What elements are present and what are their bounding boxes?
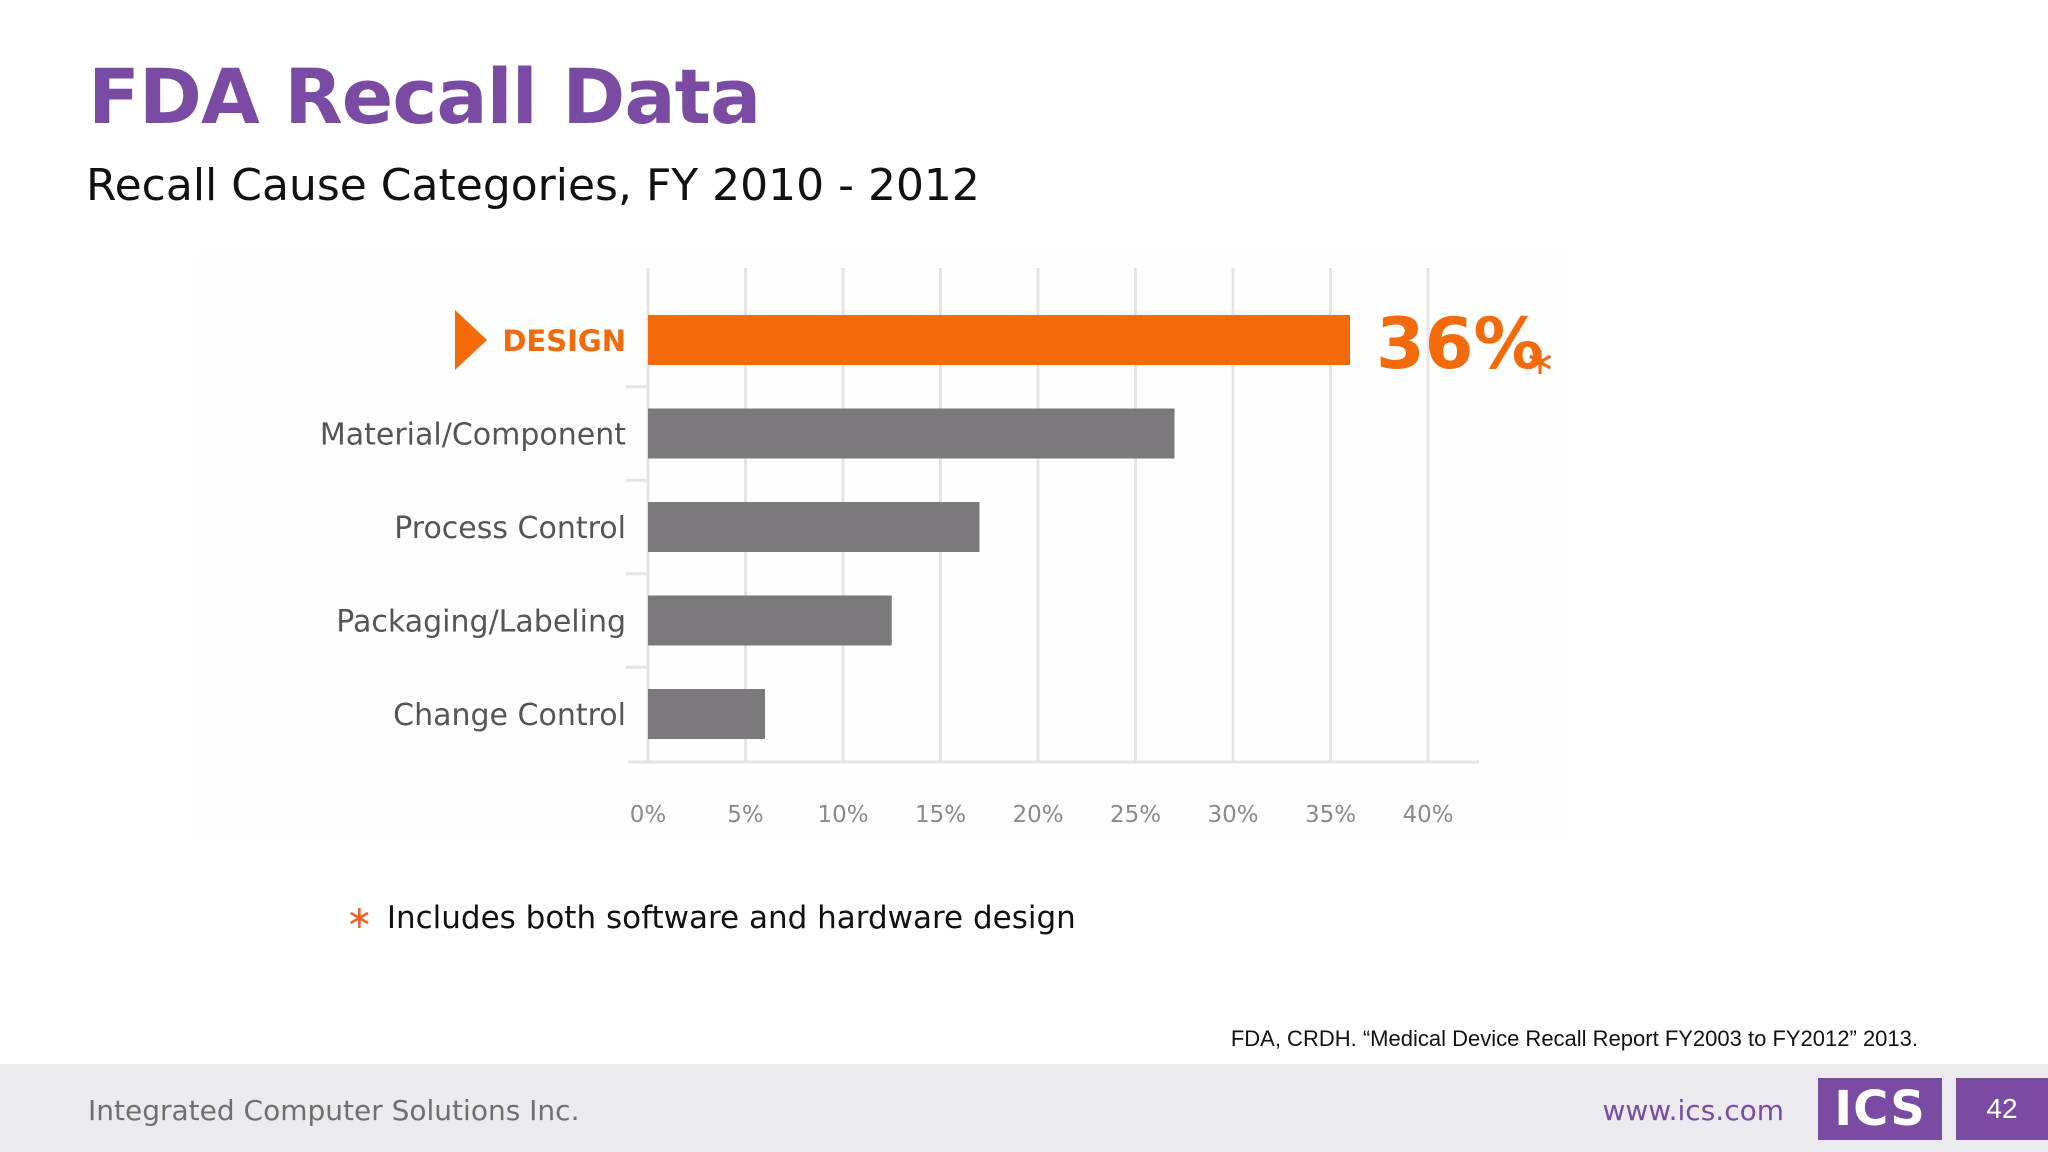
category-label: Material/Component: [320, 418, 626, 453]
bar: [648, 689, 765, 739]
design-value-label: 36%: [1376, 303, 1544, 385]
footnote-text: Includes both software and hardware desi…: [386, 900, 1076, 936]
design-asterisk-icon: ∗: [1524, 339, 1556, 383]
category-label: Packaging/Labeling: [336, 605, 626, 640]
slide-subtitle: Recall Cause Categories, FY 2010 - 2012: [86, 160, 980, 211]
category-label-design: DESIGN: [502, 324, 626, 358]
source-citation: FDA, CRDH. “Medical Device Recall Report…: [1230, 1026, 1918, 1051]
bar-design: [648, 315, 1350, 365]
footnote-asterisk-icon: ∗: [346, 898, 373, 936]
x-tick-label: 35%: [1305, 802, 1356, 828]
slide-title: FDA Recall Data: [88, 52, 761, 141]
x-tick-label: 5%: [727, 802, 764, 828]
page-number: 42: [1956, 1078, 2048, 1140]
footer-website-link[interactable]: www.ics.com: [1602, 1094, 1785, 1127]
bar: [648, 595, 892, 646]
footer-bar: Integrated Computer Solutions Inc. www.i…: [0, 1064, 2048, 1152]
category-label: Change Control: [393, 698, 626, 733]
x-tick-label: 25%: [1110, 802, 1161, 828]
bar: [648, 408, 1175, 459]
x-tick-label: 20%: [1012, 802, 1063, 828]
x-tick-label: 15%: [915, 802, 966, 828]
ics-logo: ICS: [1818, 1078, 1942, 1140]
bar: [648, 502, 980, 552]
x-tick-label: 30%: [1207, 802, 1258, 828]
x-tick-label: 0%: [630, 802, 667, 828]
footer-company-name: Integrated Computer Solutions Inc.: [88, 1094, 580, 1127]
x-tick-label: 40%: [1402, 802, 1453, 828]
footnote: ∗ Includes both software and hardware des…: [346, 898, 1076, 936]
x-tick-label: 10%: [817, 802, 868, 828]
category-label: Process Control: [394, 511, 626, 546]
highlight-arrow-icon: [455, 310, 487, 370]
